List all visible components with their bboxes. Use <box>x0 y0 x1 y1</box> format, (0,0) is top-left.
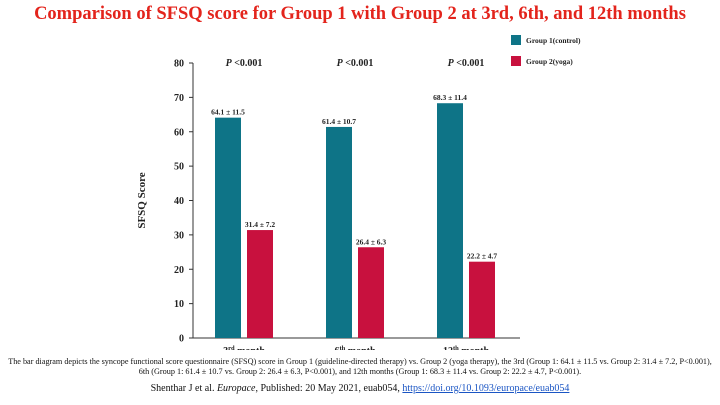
doi-link[interactable]: https://doi.org/10.1093/europace/euab054 <box>402 383 570 394</box>
bar-value-label: 26.4 ± 6.3 <box>356 237 387 246</box>
y-tick-label: 10 <box>174 299 184 310</box>
citation-journal: Europace <box>216 383 256 394</box>
y-tick-label: 20 <box>174 265 184 276</box>
bar-value-label: 22.2 ± 4.7 <box>467 252 498 261</box>
y-tick-label: 50 <box>174 162 184 173</box>
x-category-label: 3rd month <box>223 345 265 350</box>
legend-swatch <box>511 56 521 66</box>
citation-prefix: Shenthar J et al. <box>150 383 217 394</box>
bar-value-label: 31.4 ± 7.2 <box>245 220 276 229</box>
bar-group1 <box>326 126 352 338</box>
p-value-label: P <0.001 <box>337 58 374 69</box>
bar-group2 <box>358 247 384 338</box>
citation-suffix: , Published: 20 May 2021, euab054, <box>255 383 403 394</box>
bar-value-label: 64.1 ± 11.5 <box>211 108 245 117</box>
bar-group1 <box>437 103 463 338</box>
y-tick-label: 0 <box>179 334 184 345</box>
y-tick-label: 30 <box>174 230 184 241</box>
y-tick-label: 40 <box>174 196 184 207</box>
x-category-label: 12th month <box>443 345 490 350</box>
bar-chart: 0 10 20 30 40 50 60 70 80 SFSQ Score 64.1 ± 11.5 31… <box>136 35 581 350</box>
y-axis-title: SFSQ Score <box>136 172 148 228</box>
bar-group2 <box>247 230 273 338</box>
figure-caption: The bar diagram depicts the syncope func… <box>8 357 712 376</box>
legend-label: Group 1(control) <box>526 36 581 45</box>
y-tick-label: 80 <box>174 59 184 70</box>
bar-value-label: 68.3 ± 11.4 <box>433 93 467 102</box>
y-tick-label: 60 <box>174 127 184 138</box>
p-value-label: P <0.001 <box>226 58 263 69</box>
slide-title: Comparison of SFSQ score for Group 1 wit… <box>34 4 686 24</box>
legend-label: Group 2(yoga) <box>526 57 573 66</box>
bar-value-label: 61.4 ± 10.7 <box>322 117 356 126</box>
bar-group1 <box>215 117 241 338</box>
citation: Shenthar J et al. Europace, Published: 2… <box>0 383 720 394</box>
p-value-label: P <0.001 <box>448 58 485 69</box>
bar-group2 <box>469 261 495 338</box>
y-tick-label: 70 <box>174 93 184 104</box>
legend-swatch <box>511 35 521 45</box>
x-category-label: 6th month <box>334 345 376 350</box>
